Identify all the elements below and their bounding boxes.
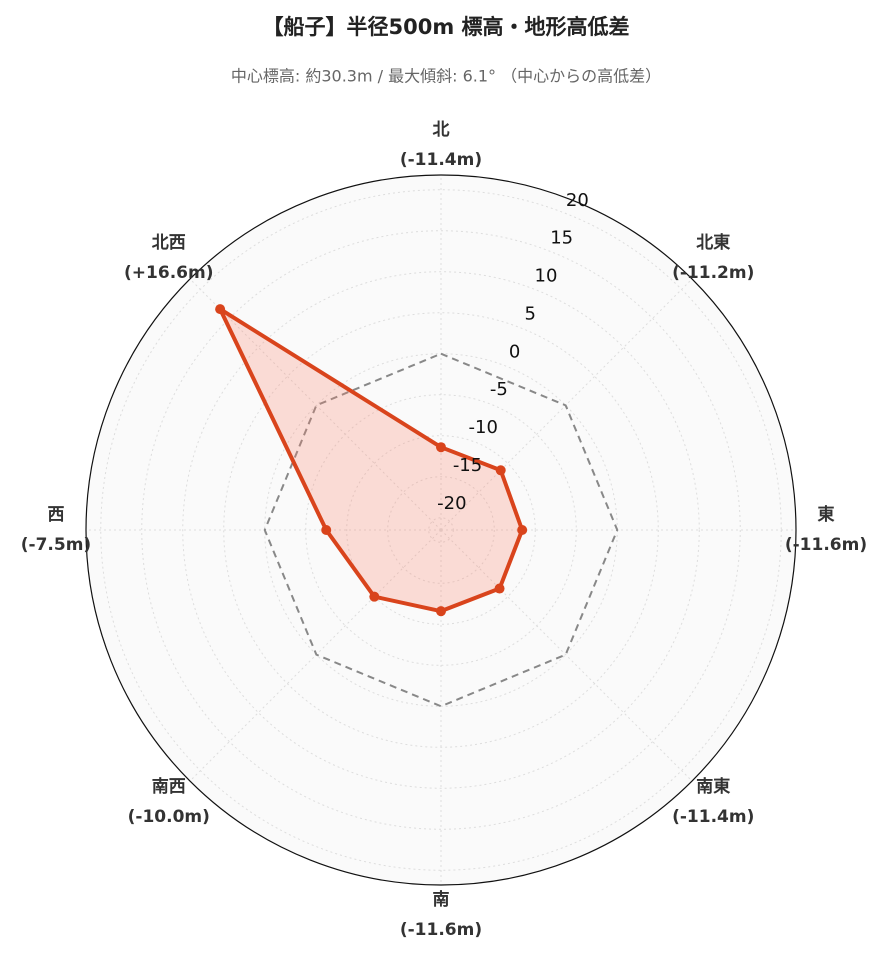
y-tick-label: 5 (525, 303, 536, 324)
spoke (189, 529, 442, 782)
grid-circle (223, 312, 659, 748)
data-point (369, 591, 380, 602)
data-point (321, 525, 332, 535)
grid-circle (428, 517, 454, 543)
y-tick-label: -5 (490, 379, 508, 400)
y-tick-label: 10 (535, 266, 558, 287)
y-tick-label: 0 (509, 341, 520, 362)
value-label: (-11.6m) (785, 535, 867, 555)
category-label: 南 (433, 889, 450, 910)
category-label: 北西 (152, 233, 186, 253)
y-tick-label: 20 (566, 190, 589, 211)
chart-subtitle: 中心標高: 約30.3m / 最大傾斜: 6.1° （中心からの高低差） (231, 67, 661, 86)
data-point (495, 465, 506, 476)
data-point (436, 442, 446, 453)
value-label: (+16.6m) (124, 263, 213, 283)
category-label: 南東 (696, 776, 730, 797)
category-label: 南西 (152, 776, 186, 797)
grid-circle (346, 435, 536, 625)
value-label: (-11.4m) (672, 807, 754, 827)
spoke (440, 529, 693, 782)
data-point (215, 304, 226, 315)
value-label: (-11.2m) (672, 263, 754, 283)
grid-circle (182, 271, 700, 789)
y-tick-label: 15 (550, 228, 573, 249)
value-label: (-10.0m) (128, 807, 210, 827)
grid-circle (141, 230, 741, 830)
data-point (494, 583, 505, 594)
category-label: 北東 (696, 232, 730, 253)
data-point (436, 606, 446, 617)
value-label: (-11.6m) (400, 920, 482, 940)
spoke (440, 278, 693, 531)
y-tick-label: -20 (437, 493, 466, 514)
data-point (517, 525, 528, 535)
y-tick-label: -15 (453, 455, 482, 476)
category-label: 西 (48, 505, 65, 525)
y-tick-label: -10 (469, 417, 498, 438)
spoke (189, 278, 442, 531)
chart-title: 【船子】半径500m 標高・地形高低差 (262, 15, 629, 39)
category-label: 北 (433, 120, 450, 140)
grid-circle (387, 476, 495, 584)
value-label: (-7.5m) (21, 535, 91, 555)
outer-circle (85, 174, 797, 886)
category-label: 東 (818, 504, 835, 525)
value-label: (-11.4m) (400, 150, 482, 170)
